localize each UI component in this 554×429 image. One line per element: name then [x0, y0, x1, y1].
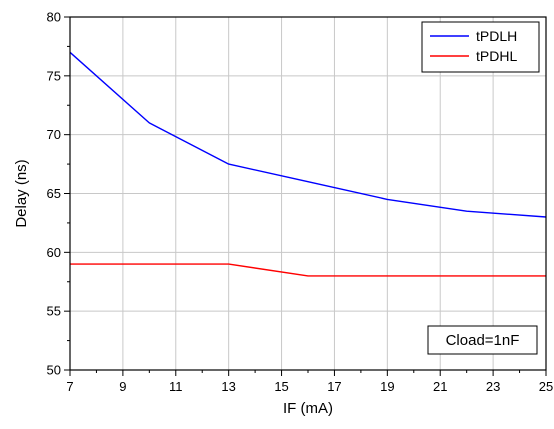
y-tick-label: 50 [47, 363, 61, 378]
series-line-tpdlh [69, 51, 547, 218]
legend-label: tPDLH [476, 28, 517, 44]
annotation-frame [427, 325, 538, 355]
x-tick-label: 11 [169, 379, 183, 394]
y-tick-label: 60 [47, 245, 61, 260]
x-tick-label: 17 [327, 379, 341, 394]
x-tick-label: 19 [380, 379, 394, 394]
y-tick-label: 75 [47, 68, 61, 83]
y-tick-label: 80 [47, 10, 61, 25]
series-line-tpdhl [70, 263, 546, 277]
y-tick-label: 70 [47, 127, 61, 142]
y-tick-label: 55 [47, 304, 61, 319]
legend-label: tPDHL [476, 48, 517, 64]
x-tick-label: 25 [539, 379, 553, 394]
x-tick-label: 21 [433, 379, 447, 394]
x-tick-label: 9 [119, 379, 126, 394]
x-axis-title: IF (mA) [283, 400, 333, 417]
annotation-box: Cload=1nF [427, 325, 538, 355]
annotation-text: Cload=1nF [446, 332, 520, 349]
x-tick-label: 23 [486, 379, 500, 394]
axis-ticks: 7 9 11 13 15 17 19 21 23 25 50 55 60 65 70 75 80 [47, 10, 554, 395]
legend: tPDLH tPDHL [421, 21, 540, 73]
series-lines [69, 51, 547, 277]
x-tick-label: 13 [221, 379, 235, 394]
legend-frame [421, 21, 540, 73]
x-tick-label: 7 [66, 379, 73, 394]
y-axis-title: Delay (ns) [13, 159, 30, 227]
x-tick-label: 15 [274, 379, 288, 394]
y-tick-label: 65 [47, 186, 61, 201]
